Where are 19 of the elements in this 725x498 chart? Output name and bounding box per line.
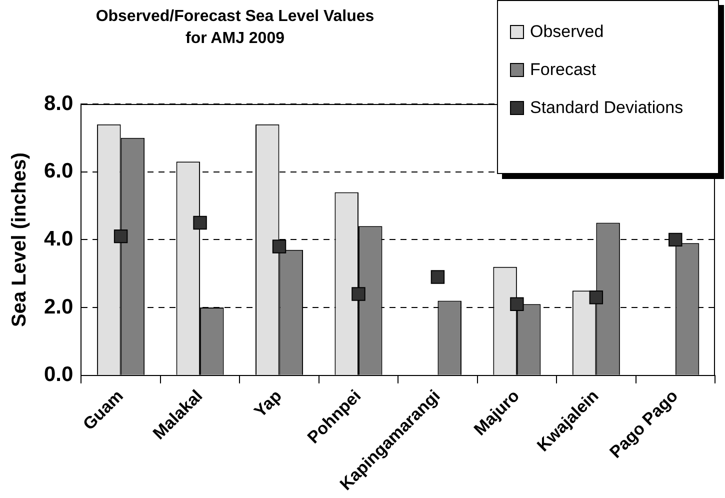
y-tick-label: 0.0 bbox=[44, 363, 74, 386]
point bbox=[510, 297, 524, 312]
x-tick-label: Yap bbox=[250, 386, 286, 422]
chart-title: Observed/Forecast Sea Level Values for AMJ 2009 bbox=[94, 7, 376, 49]
y-tick-label: 4.0 bbox=[44, 227, 74, 250]
legend-label: Standard Deviations bbox=[530, 98, 684, 118]
y-tick-label: 6.0 bbox=[44, 160, 74, 183]
point bbox=[352, 287, 366, 301]
y-tick-label: 8.0 bbox=[44, 92, 74, 115]
point bbox=[272, 240, 286, 254]
y-axis-title: Sea Level (inches) bbox=[8, 152, 31, 327]
legend-label: Forecast bbox=[530, 60, 596, 80]
point bbox=[430, 270, 445, 284]
point bbox=[114, 229, 128, 244]
point bbox=[668, 232, 682, 247]
point bbox=[193, 216, 207, 230]
point bbox=[589, 290, 604, 304]
legend-label: Observed bbox=[530, 22, 604, 42]
y-tick-label: 2.0 bbox=[44, 295, 74, 318]
